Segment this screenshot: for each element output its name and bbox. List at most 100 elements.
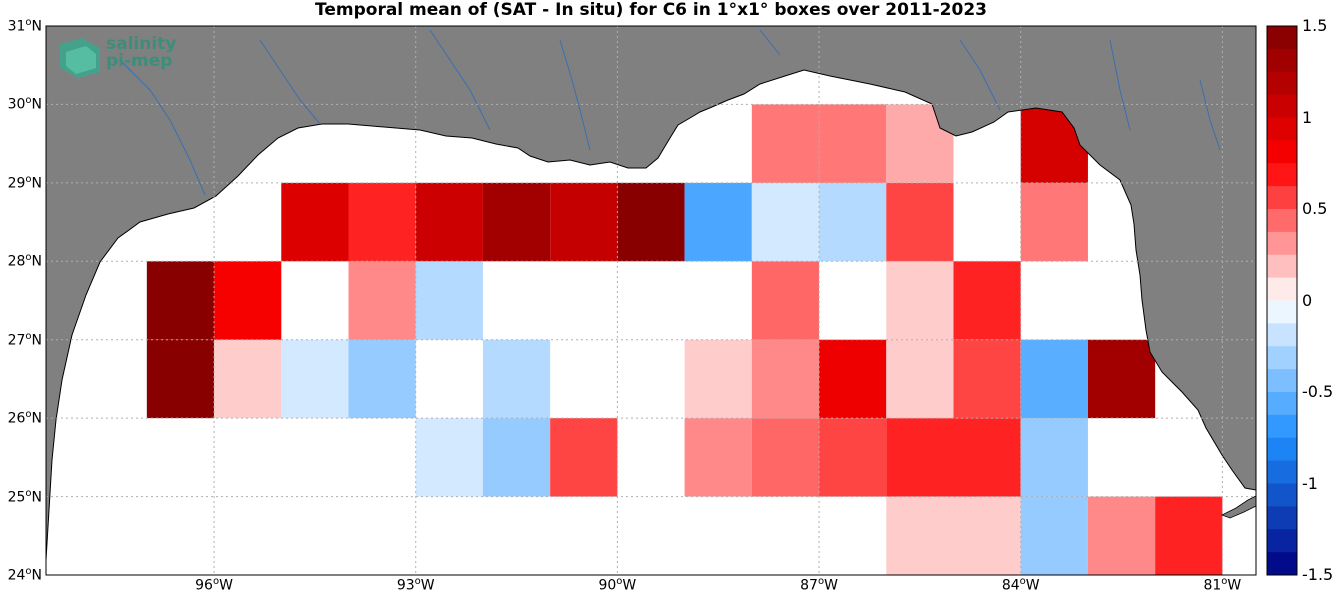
grid-box [886, 339, 954, 419]
colorbar-frame [1266, 25, 1298, 576]
grid-box [1020, 339, 1088, 419]
latitude-tick-label: 30oN [7, 95, 42, 114]
colorbar-segment [1267, 71, 1297, 96]
grid-box [1020, 496, 1088, 575]
grid-box [751, 339, 820, 419]
grid-box [146, 339, 215, 419]
longitude-tick-label: 93oW [396, 576, 435, 594]
florida-keys [1221, 495, 1256, 519]
longitude-tick-label: 90oW [598, 576, 637, 594]
rivers [119, 29, 1221, 196]
latitude-tick-label: 29oN [7, 173, 42, 192]
grid-box [886, 261, 954, 340]
latitude-tick-label: 27oN [7, 330, 42, 349]
colorbar-segment [1267, 277, 1297, 301]
longitude-tick-label: 87oW [800, 576, 838, 594]
colorbar-segment [1267, 48, 1297, 73]
map-frame [45, 25, 1257, 576]
grid-box [482, 182, 551, 262]
land-layer [46, 26, 1256, 561]
grid-box [886, 418, 954, 497]
longitude-tick-label: 96oW [195, 576, 233, 594]
grid-box [751, 261, 820, 340]
colorbar-segment [1267, 369, 1297, 393]
grid-box [146, 261, 215, 340]
colorbar [1267, 26, 1297, 576]
grid-box [684, 418, 752, 497]
grid-box [482, 418, 551, 497]
colorbar-segment [1267, 140, 1297, 164]
colorbar-segment [1267, 163, 1297, 187]
colorbar-segment [1267, 483, 1297, 507]
grid-box [1020, 418, 1088, 497]
grid-box [886, 496, 954, 575]
grid-box [953, 339, 1021, 419]
logo-text: salinity pi-mep [106, 36, 176, 70]
latitude-tick-label: 24oN [7, 566, 42, 584]
mean-difference-boxes [146, 104, 1223, 575]
grid-box [819, 104, 887, 183]
grid-box [348, 261, 416, 340]
colorbar-segment [1267, 506, 1297, 530]
longitude-tick-label: 81oW [1203, 576, 1242, 594]
colorbar-tick-label: -0.5 [1302, 382, 1334, 401]
colorbar-segment [1267, 323, 1297, 347]
colorbar-segment [1267, 460, 1297, 484]
longitude-tick-label: 84oW [1001, 576, 1040, 594]
colorbar-segment [1267, 392, 1297, 416]
grid-box [415, 182, 483, 262]
colorbar-segment [1267, 26, 1297, 50]
colorbar-segment [1267, 94, 1297, 118]
colorbar-segment [1267, 437, 1297, 462]
grid-box [1155, 496, 1223, 575]
colorbar-segment [1267, 209, 1297, 233]
grid-box [684, 182, 752, 262]
grid-box [1020, 182, 1088, 262]
grid-box [751, 418, 820, 497]
colorbar-segment [1267, 254, 1297, 279]
colorbar-segment [1267, 552, 1297, 576]
grid-box [415, 261, 483, 340]
colorbar-segment [1267, 529, 1297, 553]
latitude-tick-label: 26oN [7, 409, 42, 427]
grid-box [348, 182, 416, 262]
grid-box [281, 339, 349, 419]
colorbar-tick-label: 1 [1302, 107, 1313, 127]
grid-box [415, 418, 483, 497]
colorbar-segment [1267, 346, 1297, 370]
colorbar-tick-label: -1 [1302, 473, 1318, 493]
logo-line-2: pi-mep [106, 51, 173, 71]
colorbar-segment [1267, 117, 1297, 141]
latitude-tick-label: 25oN [7, 487, 42, 506]
grid-box [1087, 339, 1156, 419]
map-title: Temporal mean of (SAT - In situ) for C6 … [315, 0, 987, 20]
logo-line-1: salinity [106, 34, 177, 54]
grid-box [348, 339, 416, 419]
grid-box [953, 496, 1021, 575]
grid-box [550, 418, 618, 497]
colorbar-tick-label: 0.5 [1302, 199, 1328, 218]
grid-box [819, 182, 887, 262]
grid-box [214, 339, 282, 419]
colorbar-tick-label: 0 [1302, 290, 1313, 310]
grid-box [1087, 496, 1156, 575]
grid-box [617, 182, 685, 262]
grid-box [550, 182, 618, 262]
grid-box [819, 339, 887, 419]
grid-box [684, 339, 752, 419]
colorbar-segment [1267, 231, 1297, 256]
colorbar-segment [1267, 186, 1297, 210]
grid-box [214, 261, 282, 340]
grid-box [886, 182, 954, 262]
land-mass-usa [46, 26, 1256, 561]
grid-box [953, 418, 1021, 497]
grid-box [482, 339, 551, 419]
grid-box [751, 182, 820, 262]
colorbar-segment [1267, 300, 1297, 324]
grid-box [281, 182, 349, 262]
salinity-pi-mep-logo-icon [56, 34, 104, 86]
colorbar-segment [1267, 414, 1297, 439]
colorbar-tick-label: -1.5 [1302, 565, 1334, 584]
grid-box [819, 418, 887, 497]
